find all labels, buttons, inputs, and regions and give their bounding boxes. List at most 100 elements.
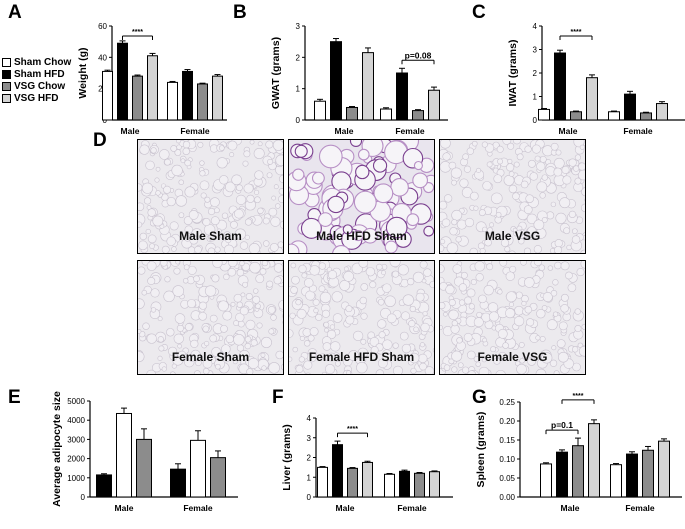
adipocyte-cell: [233, 320, 240, 326]
chart-g: 0.00 0.05 0.10 0.15 0.20 0.25 Spleen (grams) Ma…: [475, 393, 682, 513]
adipocyte-cell: [292, 346, 298, 353]
legend-swatch: [2, 93, 11, 103]
x-tick-label: Male: [121, 126, 140, 136]
adipocyte-cell: [222, 310, 233, 321]
adipocyte-cell: [255, 274, 265, 284]
adipocyte-cell: [561, 165, 570, 174]
adipocyte-cell: [443, 194, 453, 203]
adipocyte-cell: [473, 317, 484, 328]
bar: [570, 111, 582, 121]
adipocyte-cell: [289, 312, 296, 319]
adipocyte-cell: [546, 319, 558, 331]
adipocyte-cell: [571, 346, 579, 353]
adipocyte-cell: [376, 263, 383, 271]
adipocyte-cell: [578, 345, 585, 357]
adipocyte-cell: [496, 145, 504, 153]
adipocyte-cell: [176, 144, 182, 150]
adipocyte-cell: [324, 354, 331, 361]
legend-item-vsg-hfd: VSG HFD: [2, 92, 71, 104]
adipocyte-cell: [223, 231, 231, 239]
adipocyte-cell: [489, 222, 495, 228]
adipocyte-cell: [568, 158, 577, 167]
adipocyte-cell: [213, 207, 220, 214]
adipocyte-cell: [262, 217, 270, 225]
adipocyte-cell: [178, 212, 185, 219]
adipocyte-cell: [173, 267, 181, 275]
adipocyte-cell: [574, 325, 582, 333]
adipocyte-cell: [138, 328, 142, 334]
adipocyte-cell: [531, 144, 541, 154]
adipocyte-cell: [307, 334, 315, 342]
adipocyte-cell: [245, 319, 256, 330]
adipocyte-cell: [278, 188, 283, 195]
bar: [556, 451, 568, 498]
micrograph-female-vsg: Female VSG: [439, 260, 586, 375]
adipocyte-cell: [402, 294, 414, 306]
adipocyte-cell: [146, 205, 152, 210]
adipocyte-cell: [170, 145, 178, 152]
micrograph-label: Female Sham: [171, 350, 250, 364]
adipocyte-cell: [166, 328, 175, 337]
adipocyte-cell: [269, 243, 279, 252]
adipocyte-cell: [526, 213, 538, 225]
adipocyte-cell: [270, 216, 281, 227]
bar: [116, 412, 132, 498]
adipocyte-cell: [445, 284, 455, 295]
adipocyte-cell: [467, 350, 476, 360]
adipocyte-cell: [245, 292, 253, 301]
adipocyte-cell: [512, 192, 520, 201]
adipocyte-cell: [385, 216, 408, 239]
adipocyte-cell: [342, 224, 353, 235]
adipocyte-cell: [467, 370, 477, 374]
adipocyte-cell: [278, 175, 283, 183]
adipocyte-cell: [234, 228, 247, 240]
adipocyte-cell: [164, 276, 171, 283]
adipocyte-cell: [182, 147, 190, 156]
bar: [396, 72, 408, 121]
y-tick-label: 60: [98, 22, 107, 31]
bar: [147, 55, 158, 121]
adipocyte-cell: [381, 270, 386, 276]
adipocyte-cell: [556, 339, 566, 349]
adipocyte-cell: [562, 175, 572, 185]
adipocyte-cell: [539, 155, 547, 163]
adipocyte-cell: [541, 305, 548, 311]
adipocyte-cell: [407, 278, 415, 286]
adipocyte-cell: [244, 336, 252, 343]
x-tick-label: Female: [397, 503, 427, 513]
adipocyte-cell: [189, 235, 199, 245]
bar: [210, 457, 226, 498]
adipocyte-cell: [257, 207, 264, 215]
adipocyte-cell: [212, 261, 223, 268]
adipocyte-cell: [281, 363, 283, 371]
adipocyte-cell: [182, 278, 189, 284]
adipocyte-cell: [289, 243, 300, 253]
bar: [540, 463, 552, 498]
adipocyte-cell: [325, 364, 336, 374]
x-tick-label: Female: [623, 126, 653, 136]
adipocyte-cell: [488, 311, 500, 322]
adipocyte-cell: [343, 271, 354, 282]
adipocyte-cell: [268, 362, 280, 374]
adipocyte-cell: [323, 321, 330, 328]
micrograph-image: [440, 140, 585, 253]
micrograph-label: Male Sham: [179, 229, 242, 243]
adipocyte-cell: [315, 313, 323, 321]
adipocyte-cell: [500, 238, 510, 247]
adipocyte-cell: [555, 149, 562, 156]
bar: [586, 77, 598, 121]
adipocyte-cell: [409, 352, 420, 364]
adipocyte-cell: [194, 245, 202, 253]
adipocyte-cell: [386, 313, 397, 324]
y-tick-label: 0.15: [499, 436, 515, 445]
adipocyte-cell: [203, 340, 210, 347]
significance-label: ****: [573, 393, 584, 400]
adipocyte-cell: [199, 160, 205, 166]
adipocyte-cell: [138, 266, 146, 275]
adipocyte-cell: [571, 235, 581, 244]
bar: [136, 438, 152, 498]
adipocyte-cell: [535, 335, 541, 341]
significance-label: p=0.1: [551, 420, 573, 430]
adipocyte-cell: [168, 346, 178, 356]
